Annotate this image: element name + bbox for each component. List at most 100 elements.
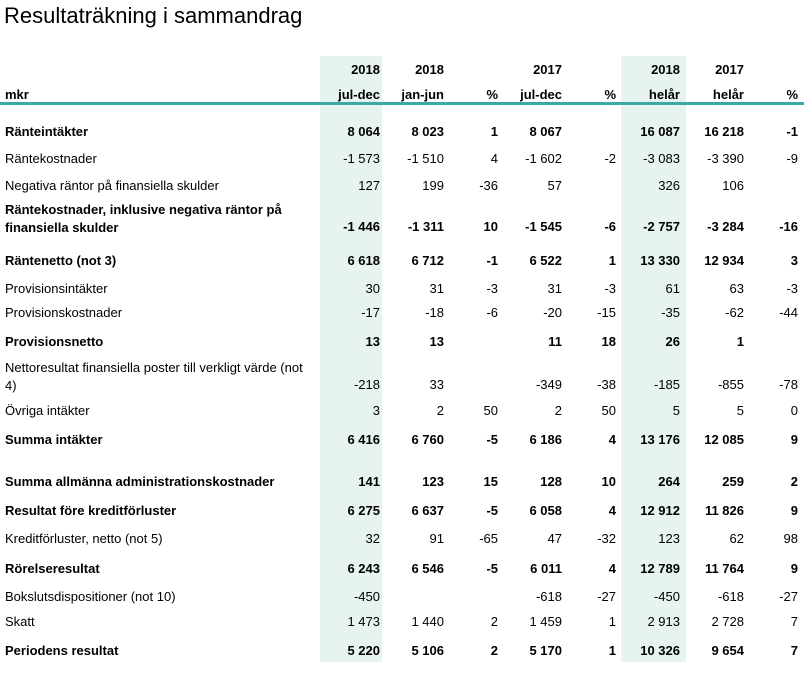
table-cell: -62 [725,305,744,320]
table-cell: 7 [790,614,798,629]
table-cell: 6 760 [411,432,444,447]
column-year-1: 2018 [415,62,444,77]
table-cell: -5 [486,503,498,518]
table-cell: -3 [486,281,498,296]
table-cell: 12 912 [640,503,680,518]
table-cell: 5 106 [411,643,444,658]
table-cell: 6 011 [530,561,562,576]
highlight-column-full-year [621,56,686,662]
table-cell: -5 [486,561,498,576]
table-cell: -16 [779,219,798,234]
table-cell: 2 728 [711,614,744,629]
table-cell: 5 220 [347,643,380,658]
table-cell: 18 [601,334,616,349]
table-cell: -2 [604,151,616,166]
row-label: Övriga intäkter [5,403,90,418]
table-cell: 32 [365,531,380,546]
table-cell: -6 [486,305,498,320]
column-period-3: jul-dec [520,87,562,102]
table-cell: 12 789 [640,561,680,576]
table-cell: -27 [597,589,616,604]
table-cell: 15 [483,474,498,489]
table-cell: 6 058 [529,503,562,518]
table-cell: -1 545 [525,219,562,234]
column-period-1: jan-jun [401,87,444,102]
table-cell: -65 [479,531,498,546]
table-cell: 12 934 [704,253,744,268]
table-cell: -218 [353,377,380,392]
table-cell: 123 [658,531,680,546]
row-label: Skatt [5,614,35,629]
column-period-4: % [604,87,616,102]
table-cell: -32 [597,531,616,546]
table-cell: 2 [490,643,498,658]
table-cell: -3 083 [643,151,680,166]
table-cell: -1 602 [525,151,562,166]
table-cell: 128 [540,474,562,489]
table-cell: -3 284 [707,219,744,234]
table-cell: 1 440 [411,614,444,629]
column-period-0: jul-dec [338,87,380,102]
row-label: Kreditförluster, netto (not 5) [5,531,163,546]
table-cell: 106 [722,178,744,193]
row-label: Bokslutsdispositioner (not 10) [5,589,176,604]
table-cell: 61 [665,281,680,296]
table-cell: 13 [429,334,444,349]
table-cell: 16 218 [704,124,744,139]
table-cell: 9 [790,432,798,447]
row-label: Rörelseresultat [5,561,100,576]
column-period-7: % [786,87,798,102]
table-cell: 47 [547,531,562,546]
table-cell: 326 [658,178,680,193]
row-label: Summa intäkter [5,432,103,447]
table-cell: -35 [661,305,680,320]
table-cell: -1 311 [407,219,444,234]
table-cell: -1 [786,124,798,139]
highlight-column-current-half [320,56,382,662]
row-label: Negativa räntor på finansiella skulder [5,178,219,193]
table-cell: 6 186 [529,432,562,447]
table-cell: 6 243 [347,561,380,576]
table-cell: 1 473 [347,614,380,629]
table-cell: 7 [790,643,798,658]
table-cell: 16 087 [640,124,680,139]
table-cell: 3 [790,253,798,268]
table-cell: 91 [429,531,444,546]
table-cell: -38 [597,377,616,392]
table-cell: 10 [601,474,616,489]
row-label: Ränteintäkter [5,124,89,139]
table-cell: 13 330 [640,253,680,268]
column-period-6: helår [712,87,744,102]
table-cell: 6 416 [347,432,380,447]
table-cell: 1 [608,614,616,629]
table-cell: 9 654 [711,643,744,658]
row-label: Provisionsintäkter [5,281,108,296]
table-cell: 6 546 [411,561,444,576]
table-cell: 4 [608,503,616,518]
table-cell: -6 [604,219,616,234]
column-period-2: % [486,87,498,102]
table-cell: 6 637 [411,503,444,518]
table-cell: -349 [535,377,562,392]
table-cell: 127 [358,178,380,193]
table-cell: 2 [554,403,562,418]
header-divider [0,102,804,105]
table-cell: 1 [736,334,744,349]
table-cell: 3 [372,403,380,418]
table-cell: 0 [790,403,798,418]
table-cell: 259 [722,474,744,489]
row-label: Summa allmänna administrationskostnader [5,474,275,489]
table-cell: -17 [361,305,380,320]
table-cell: 6 275 [347,503,380,518]
table-cell: -185 [653,377,680,392]
table-cell: -3 [786,281,798,296]
table-cell: 1 [608,253,616,268]
table-cell: -618 [717,589,744,604]
page-title: Resultaträkning i sammandrag [4,3,303,28]
row-label: Periodens resultat [5,643,119,658]
table-cell: -3 390 [707,151,744,166]
column-year-0: 2018 [351,62,380,77]
table-cell: 11 826 [704,503,744,518]
table-cell: -36 [479,178,498,193]
table-cell: 31 [547,281,562,296]
